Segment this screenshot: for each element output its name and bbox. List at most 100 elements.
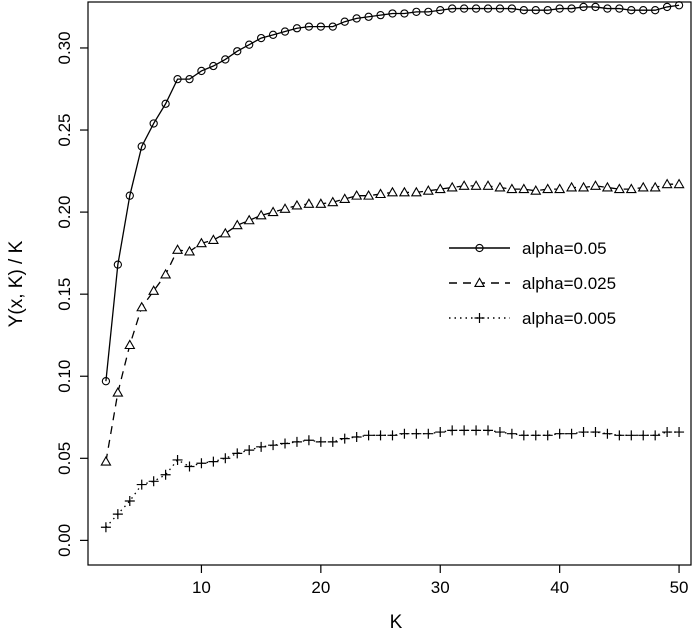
data-point	[555, 4, 564, 13]
series-alpha=0.005	[100, 425, 685, 533]
x-axis: 10 20 30 40 50	[192, 565, 689, 597]
data-point	[112, 509, 123, 520]
legend-marker	[475, 243, 484, 253]
data-point	[183, 245, 196, 256]
data-point	[339, 193, 351, 203]
data-point	[566, 428, 577, 439]
data-point	[268, 440, 279, 451]
data-point	[386, 186, 399, 197]
data-point	[112, 386, 124, 397]
data-point	[304, 22, 314, 31]
data-point	[542, 430, 553, 441]
data-point	[328, 22, 337, 31]
data-point	[577, 181, 590, 192]
legend-marker	[474, 313, 485, 323]
data-point	[219, 227, 231, 238]
data-point	[567, 4, 576, 13]
x-tick-label: 50	[670, 578, 689, 597]
data-point	[136, 301, 148, 312]
data-point	[542, 183, 554, 194]
data-point	[412, 7, 421, 16]
legend-label: alpha=0.005	[522, 309, 616, 328]
data-point	[674, 427, 685, 438]
data-point	[459, 4, 469, 13]
data-point	[315, 198, 327, 208]
y-tick-label: 0.00	[55, 524, 74, 557]
x-tick-label: 40	[550, 578, 569, 597]
data-point	[233, 47, 242, 56]
data-point	[422, 185, 434, 195]
data-point	[173, 74, 182, 84]
data-point	[161, 99, 170, 108]
data-point	[280, 27, 290, 36]
data-point	[410, 186, 422, 197]
data-point	[482, 180, 494, 190]
data-point	[434, 183, 446, 194]
legend-label: alpha=0.05	[522, 239, 607, 258]
data-point	[136, 479, 147, 490]
data-point	[518, 183, 530, 194]
data-point	[327, 196, 339, 207]
data-point	[351, 431, 362, 442]
data-point	[352, 14, 361, 23]
data-point	[315, 436, 326, 447]
data-point	[637, 181, 649, 192]
data-point	[543, 6, 552, 15]
data-point	[483, 4, 493, 13]
data-point	[279, 203, 291, 213]
data-point	[674, 1, 684, 10]
data-point	[364, 12, 373, 21]
data-point	[125, 191, 134, 200]
data-point	[661, 178, 673, 189]
data-point	[507, 4, 517, 13]
data-point	[601, 181, 613, 192]
data-point	[221, 55, 230, 64]
y-tick-label: 0.25	[55, 113, 74, 146]
data-point	[423, 428, 434, 439]
data-point	[209, 61, 218, 71]
data-point	[639, 6, 648, 15]
data-point	[255, 209, 267, 220]
data-point	[244, 445, 255, 456]
data-point	[471, 425, 482, 436]
data-point	[458, 180, 470, 190]
data-point	[185, 74, 194, 84]
data-point	[603, 4, 612, 13]
data-point	[339, 433, 350, 444]
data-point	[613, 183, 625, 194]
data-point	[614, 430, 625, 441]
data-point	[208, 456, 219, 467]
series-alpha=0.05	[101, 1, 684, 386]
data-point	[196, 458, 207, 469]
data-point	[137, 142, 146, 151]
y-tick-label: 0.20	[55, 196, 74, 229]
y-axis: 0.00 0.05 0.10 0.15 0.20 0.25 0.30	[55, 31, 88, 557]
data-point	[651, 6, 660, 15]
data-point	[471, 4, 481, 13]
series-line	[105, 429, 680, 528]
data-point	[446, 181, 458, 192]
data-point	[625, 183, 637, 194]
data-point	[649, 181, 661, 192]
data-point	[172, 244, 184, 254]
data-point	[375, 430, 386, 441]
data-point	[448, 4, 457, 13]
data-point	[590, 427, 601, 438]
data-point	[124, 339, 136, 350]
data-point	[459, 425, 470, 436]
data-point	[530, 185, 542, 195]
data-point	[436, 6, 445, 15]
data-point	[172, 454, 183, 465]
data-point	[148, 285, 160, 295]
data-point	[388, 9, 397, 18]
data-point	[398, 186, 410, 197]
x-tick-label: 30	[431, 578, 450, 597]
data-point	[207, 234, 219, 245]
data-point	[650, 430, 661, 441]
legend: alpha=0.05 alpha=0.025 alpha=0.005	[449, 239, 616, 328]
data-point	[495, 4, 505, 13]
data-point	[113, 260, 123, 269]
data-point	[399, 428, 410, 439]
legend-marker	[473, 277, 486, 288]
